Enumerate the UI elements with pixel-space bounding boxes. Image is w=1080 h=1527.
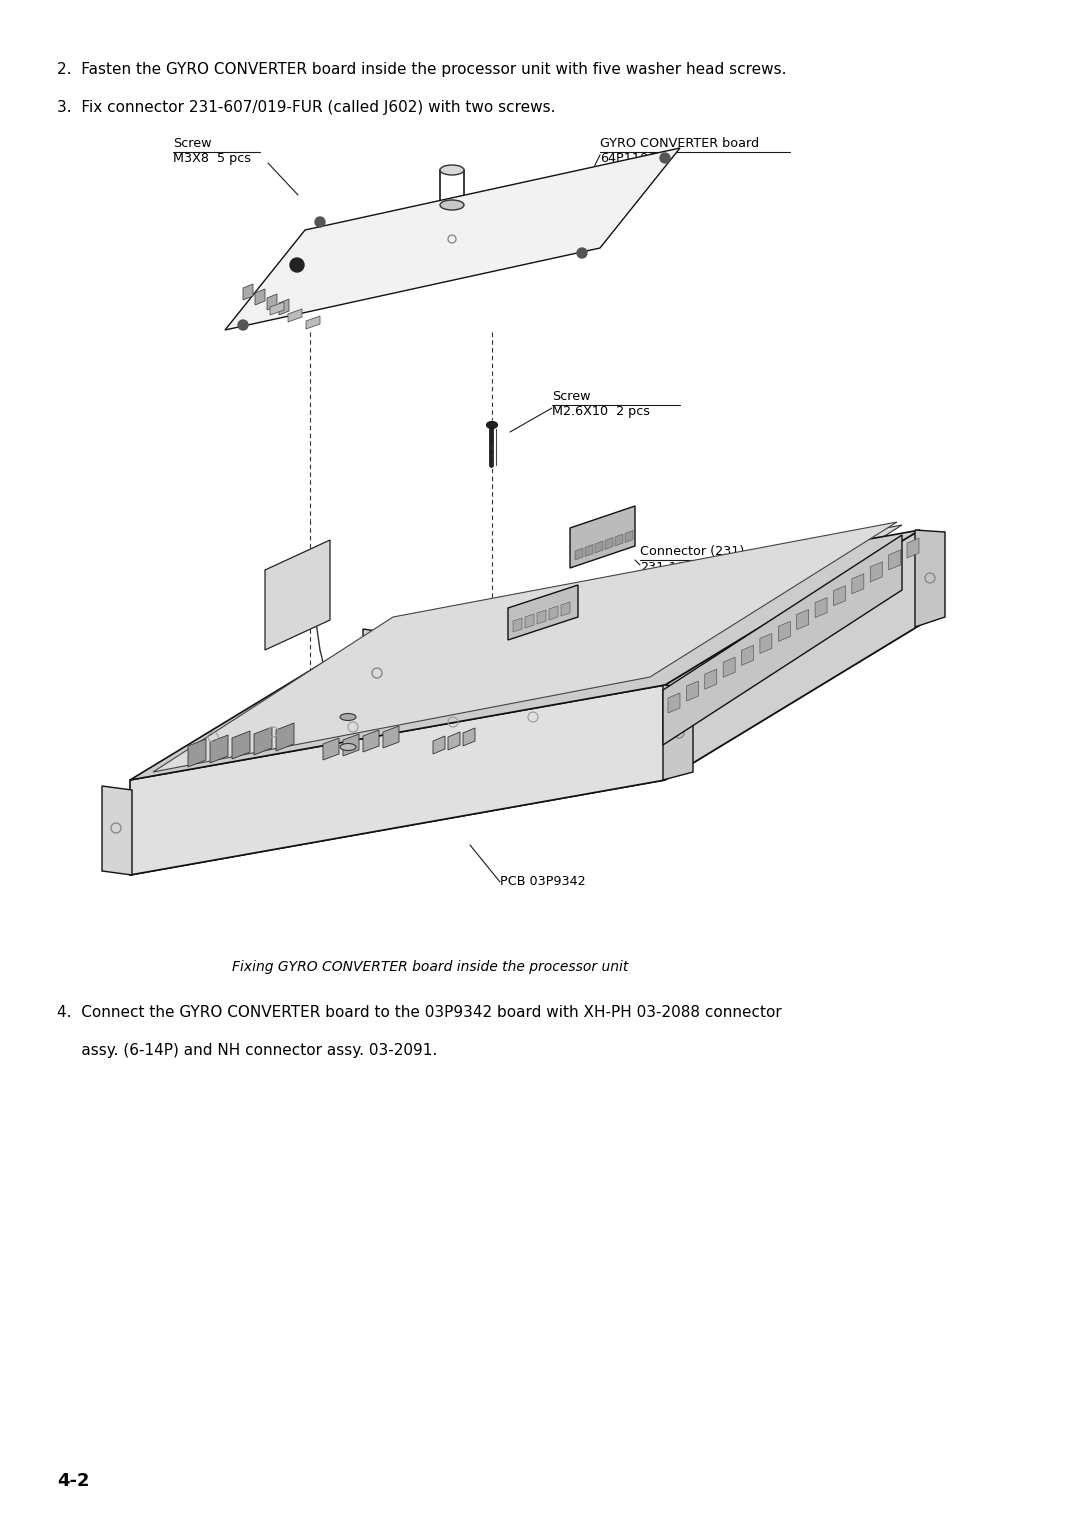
Polygon shape [561, 602, 570, 615]
Polygon shape [663, 686, 693, 780]
Text: Connector (231): Connector (231) [640, 625, 744, 638]
Polygon shape [513, 618, 522, 632]
Text: 2.  Fasten the GYRO CONVERTER board inside the processor unit with five washer h: 2. Fasten the GYRO CONVERTER board insid… [57, 63, 786, 76]
Polygon shape [225, 148, 680, 330]
Text: M2.6X10  2 pcs: M2.6X10 2 pcs [552, 405, 650, 418]
Text: GYRO CONVERTER board: GYRO CONVERTER board [600, 137, 759, 150]
Polygon shape [625, 530, 633, 542]
Polygon shape [870, 562, 882, 582]
Polygon shape [130, 530, 920, 780]
Polygon shape [549, 606, 558, 620]
Polygon shape [669, 693, 680, 713]
Polygon shape [605, 538, 613, 550]
Polygon shape [448, 731, 460, 750]
Circle shape [577, 247, 588, 258]
Polygon shape [907, 538, 919, 557]
Polygon shape [779, 621, 791, 641]
Ellipse shape [440, 165, 464, 176]
Circle shape [291, 258, 303, 272]
Ellipse shape [486, 421, 498, 429]
Polygon shape [834, 586, 846, 606]
Polygon shape [915, 530, 945, 628]
Ellipse shape [440, 200, 464, 211]
Text: 3.  Fix connector 231-607/019-FUR (called J602) with two screws.: 3. Fix connector 231-607/019-FUR (called… [57, 99, 555, 115]
Polygon shape [760, 634, 772, 654]
Text: Screw: Screw [552, 389, 591, 403]
Polygon shape [508, 585, 578, 640]
Polygon shape [537, 609, 546, 625]
Polygon shape [102, 786, 132, 875]
Text: Screw: Screw [173, 137, 212, 150]
Polygon shape [815, 597, 827, 617]
Polygon shape [279, 299, 289, 315]
Text: 64P1106A: 64P1106A [600, 153, 665, 165]
Polygon shape [232, 731, 249, 759]
Polygon shape [276, 722, 294, 751]
Polygon shape [687, 681, 699, 701]
Polygon shape [188, 739, 206, 767]
Text: PCB 03P9342: PCB 03P9342 [500, 875, 585, 889]
Polygon shape [243, 284, 253, 299]
Text: 4-2: 4-2 [57, 1472, 90, 1490]
Polygon shape [288, 308, 302, 322]
Polygon shape [254, 727, 272, 754]
Circle shape [660, 153, 670, 163]
Polygon shape [724, 657, 735, 678]
Polygon shape [615, 534, 623, 547]
Polygon shape [383, 725, 399, 748]
Text: 4.  Connect the GYRO CONVERTER board to the 03P9342 board with XH-PH 03-2088 con: 4. Connect the GYRO CONVERTER board to t… [57, 1005, 782, 1020]
Text: Fixing GYRO CONVERTER board inside the processor unit: Fixing GYRO CONVERTER board inside the p… [232, 960, 629, 974]
Polygon shape [570, 505, 635, 568]
Polygon shape [130, 625, 920, 875]
Polygon shape [130, 686, 665, 875]
Circle shape [238, 321, 248, 330]
Polygon shape [889, 550, 901, 570]
Polygon shape [267, 295, 276, 310]
Polygon shape [343, 734, 359, 756]
Polygon shape [852, 574, 864, 594]
Polygon shape [148, 525, 902, 776]
Polygon shape [742, 646, 754, 666]
Text: M3X8  5 pcs: M3X8 5 pcs [173, 153, 251, 165]
Polygon shape [153, 522, 897, 773]
Polygon shape [210, 734, 228, 764]
Polygon shape [363, 730, 379, 751]
Polygon shape [575, 548, 583, 560]
Polygon shape [665, 530, 920, 780]
Text: 231-107/026-FUR: 231-107/026-FUR [640, 560, 752, 573]
Polygon shape [705, 669, 717, 689]
Ellipse shape [340, 713, 356, 721]
Text: 231-607/019-FUR: 231-607/019-FUR [640, 640, 752, 654]
Polygon shape [797, 609, 809, 629]
Polygon shape [323, 738, 339, 760]
Polygon shape [255, 289, 265, 305]
Circle shape [315, 217, 325, 228]
Polygon shape [463, 728, 475, 747]
Polygon shape [585, 545, 593, 556]
Polygon shape [595, 541, 603, 553]
Polygon shape [663, 534, 902, 745]
Polygon shape [306, 316, 320, 328]
Ellipse shape [340, 744, 356, 750]
Polygon shape [265, 541, 330, 651]
Polygon shape [270, 302, 284, 315]
Polygon shape [433, 736, 445, 754]
Polygon shape [363, 629, 390, 722]
Text: assy. (6-14P) and NH connector assy. 03-2091.: assy. (6-14P) and NH connector assy. 03-… [57, 1043, 437, 1058]
Polygon shape [525, 614, 534, 628]
Text: Connector (231): Connector (231) [640, 545, 744, 557]
